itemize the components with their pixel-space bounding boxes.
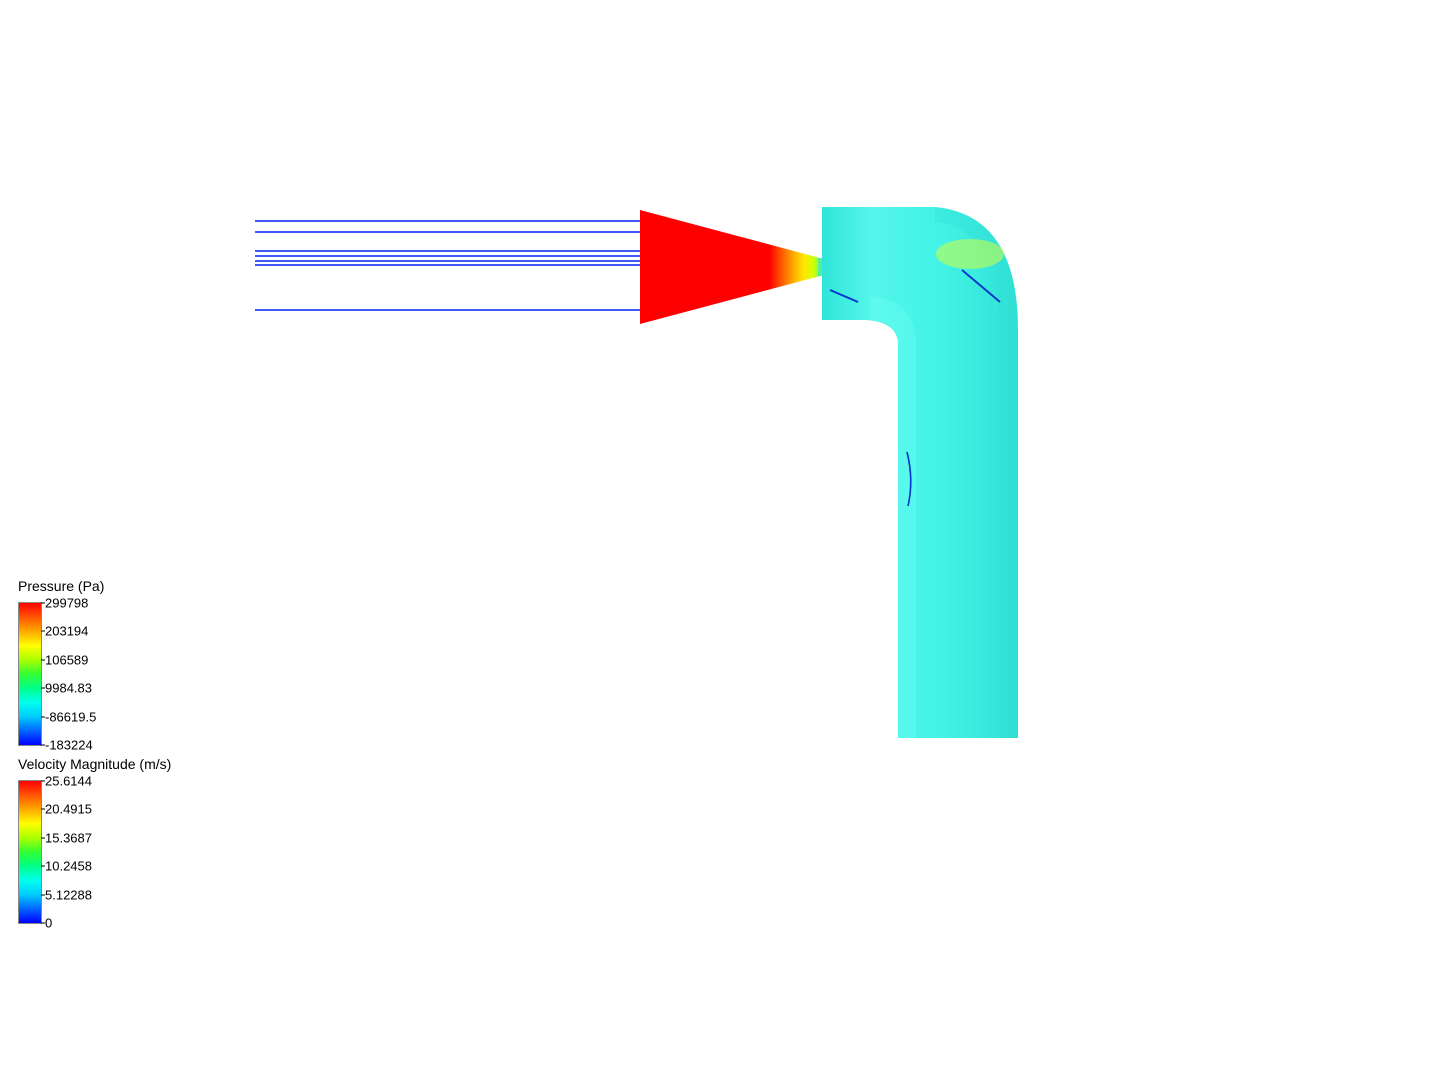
velocity-legend-title: Velocity Magnitude (m/s) bbox=[18, 756, 171, 772]
legend-tick: -183224 bbox=[45, 739, 93, 752]
pressure-legend: Pressure (Pa) 2997982031941065899984.83-… bbox=[18, 578, 104, 746]
velocity-legend: Velocity Magnitude (m/s) 25.614420.49151… bbox=[18, 756, 171, 924]
highlight-spot bbox=[936, 239, 1004, 269]
legend-tick: 20.4915 bbox=[45, 803, 92, 816]
pressure-colorbar: 2997982031941065899984.83-86619.5-183224 bbox=[18, 602, 42, 746]
cfd-visualization bbox=[0, 0, 1440, 1080]
legend-tick: 106589 bbox=[45, 653, 88, 666]
legend-tick: 0 bbox=[45, 917, 52, 930]
pressure-legend-title: Pressure (Pa) bbox=[18, 578, 104, 594]
legend-tick: 203194 bbox=[45, 625, 88, 638]
legend-tick: -86619.5 bbox=[45, 710, 96, 723]
legend-tick: 299798 bbox=[45, 597, 88, 610]
velocity-colorbar: 25.614420.491515.368710.24585.122880 bbox=[18, 780, 42, 924]
streamlines bbox=[255, 221, 640, 310]
legend-tick: 10.2458 bbox=[45, 860, 92, 873]
legend-tick: 5.12288 bbox=[45, 888, 92, 901]
legend-tick: 25.6144 bbox=[45, 775, 92, 788]
nozzle-cone bbox=[640, 210, 822, 324]
elbow-pipe bbox=[822, 207, 1018, 738]
legend-tick: 9984.83 bbox=[45, 682, 92, 695]
legend-tick: 15.3687 bbox=[45, 831, 92, 844]
